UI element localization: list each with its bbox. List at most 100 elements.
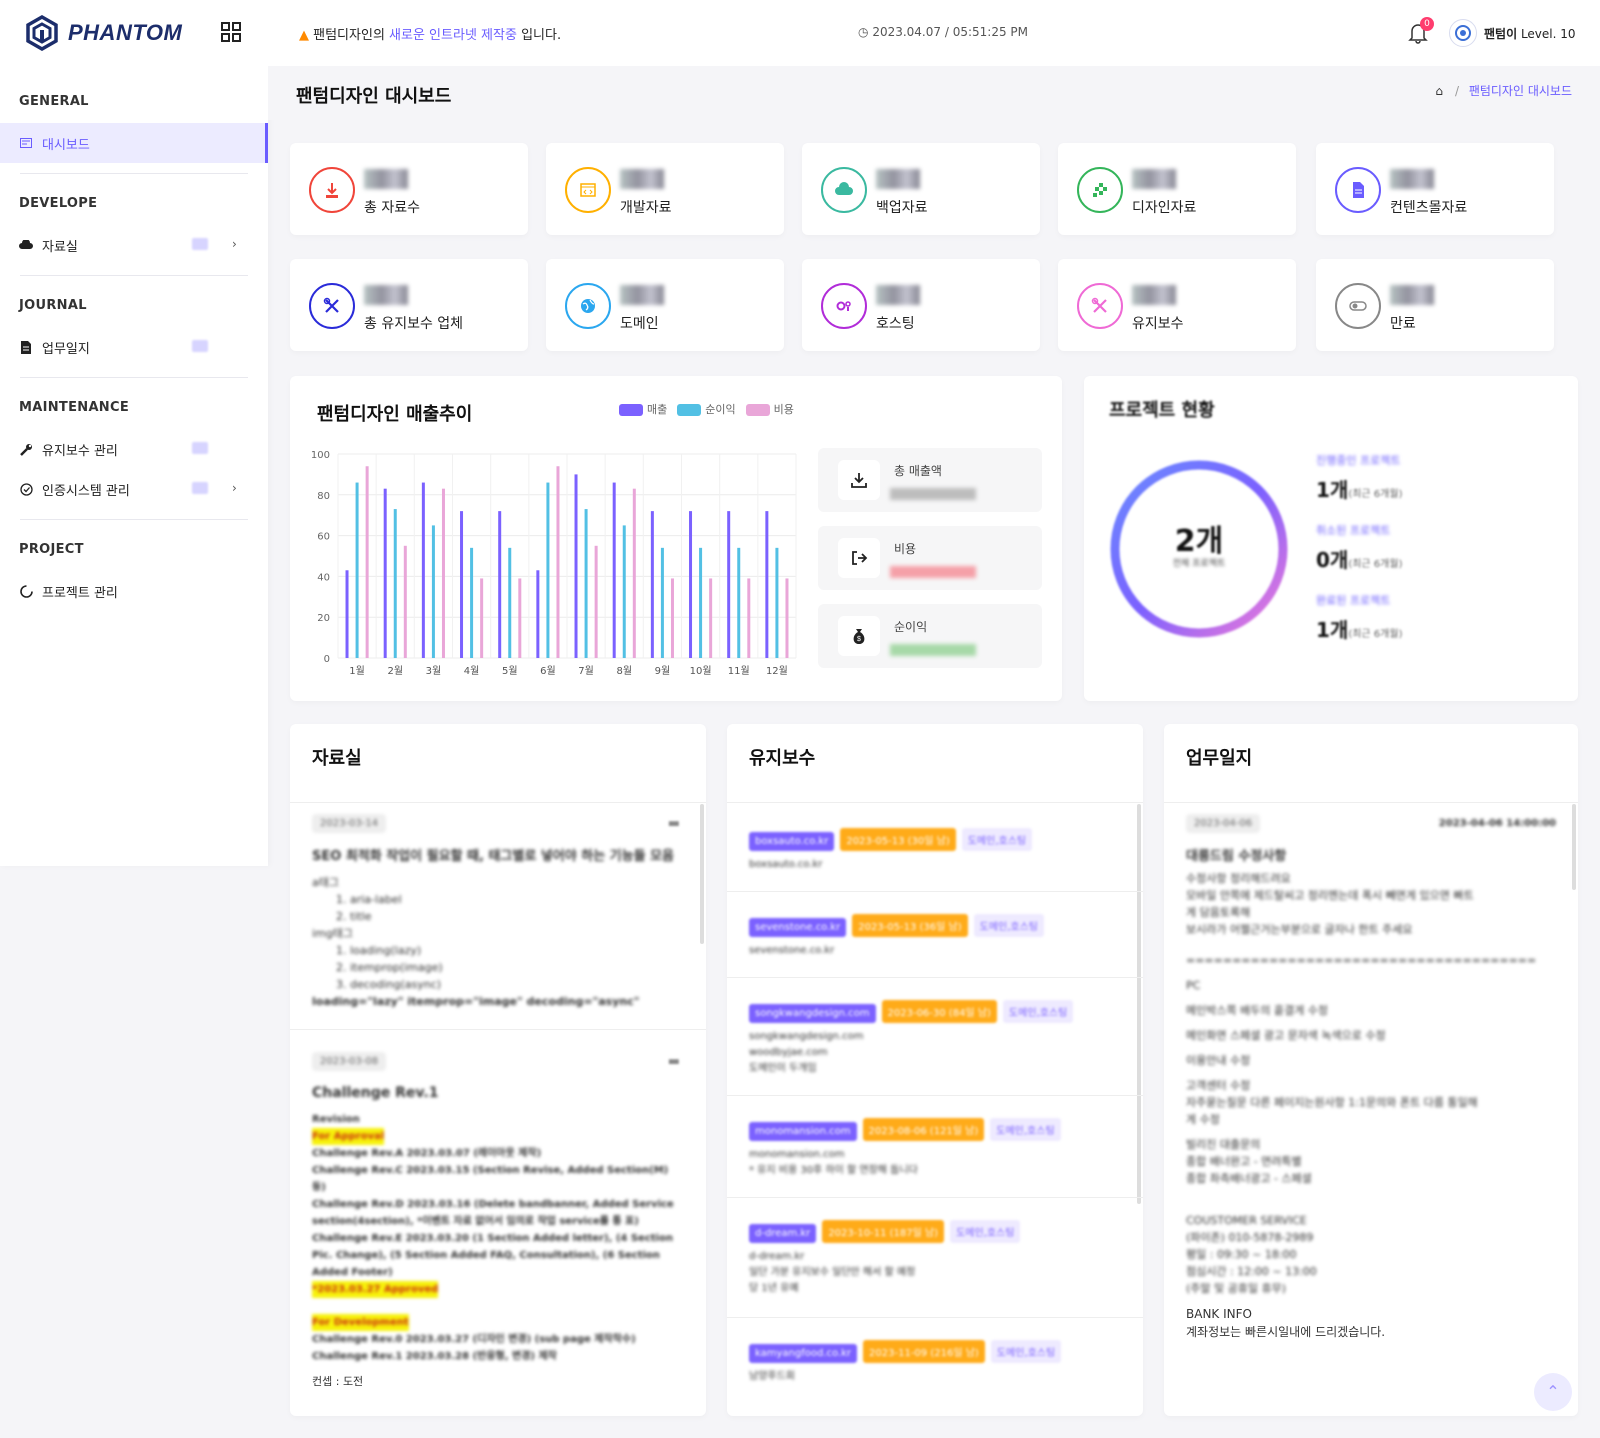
code-window-icon xyxy=(565,167,611,213)
bar-순이익 xyxy=(508,547,512,658)
nav-section-journal: JOURNAL 업무일지 xyxy=(0,276,268,378)
stat-card[interactable]: 개발자료 xyxy=(546,143,784,235)
summary-value-redacted xyxy=(890,488,976,500)
legend-swatch xyxy=(677,404,702,416)
post-line: 1. loading(lazy) xyxy=(336,944,422,957)
journal-line: ====================================== xyxy=(1186,954,1537,967)
y-tick-label: 100 xyxy=(311,450,330,461)
logo[interactable]: PHANTOM xyxy=(0,0,268,66)
brand-name: PHANTOM xyxy=(68,20,183,45)
summary-value-redacted xyxy=(890,644,976,656)
domain-chip[interactable]: kamyangfood.co.kr xyxy=(749,1344,858,1363)
breadcrumb: ⌂ / 팬텀디자인 대시보드 xyxy=(1435,84,1572,98)
expiry-chip: 2023-05-13 (36일 남) xyxy=(852,914,968,937)
sidebar-item-auth-system[interactable]: 인증시스템 관리 › xyxy=(0,469,268,509)
trash-icon[interactable]: ▬ xyxy=(667,1054,680,1069)
stat-value-redacted xyxy=(364,169,408,189)
post-line: For Approval xyxy=(312,1128,385,1145)
notice-banner: ▲ 팬텀디자인의 새로운 인트라넷 제작중 입니다. xyxy=(299,24,561,43)
library-post[interactable]: 2023-03-08 ▬ Challenge Rev.1 Revision For… xyxy=(312,1052,684,1389)
domain-chip[interactable]: sevenstone.co.kr xyxy=(749,918,847,937)
bar-매출 xyxy=(727,511,731,658)
domain-chip[interactable]: songkwangdesign.com xyxy=(749,1004,876,1023)
grid-menu-icon[interactable] xyxy=(221,22,241,42)
tools-icon xyxy=(309,283,355,329)
stat-card[interactable]: 도메인 xyxy=(546,259,784,351)
type-chip: 도메인,호스팅 xyxy=(973,914,1045,937)
x-tick-label: 4월 xyxy=(464,665,480,677)
sidebar-item-maintenance[interactable]: 유지보수 관리 xyxy=(0,429,268,469)
project-panel: 프로젝트 현황 2개 전체 프로젝트 진행중인 프로젝트 1개(최근 6개월) … xyxy=(1084,376,1578,701)
stat-card[interactable]: 총 자료수 xyxy=(290,143,528,235)
sidebar-item-label: 유지보수 관리 xyxy=(42,443,118,459)
expiry-chip: 2023-05-13 (30일 남) xyxy=(840,828,956,851)
sidebar-item-journal[interactable]: 업무일지 xyxy=(0,327,268,367)
chevron-right-icon[interactable]: › xyxy=(232,237,237,251)
journal-line: 종합 좌측배너광고 - 스페셜 xyxy=(1186,1172,1312,1185)
library-title: 자료실 xyxy=(312,748,362,769)
breadcrumb-current[interactable]: 팬텀디자인 대시보드 xyxy=(1468,84,1572,98)
maintenance-row[interactable]: monomansion.com 2023-08-06 (121일 남) 도메인,호스… xyxy=(727,1096,1143,1198)
maintenance-row[interactable]: boxsauto.co.kr 2023-05-13 (30일 남) 도메인,호스팅 b… xyxy=(727,806,1143,892)
domain-chip[interactable]: monomansion.com xyxy=(749,1122,857,1141)
scrollbar[interactable] xyxy=(700,804,704,944)
bar-순이익 xyxy=(470,547,474,658)
library-post[interactable]: 2023-03-14 ▬ SEO 최적화 작업이 필요할 때, 태그별로 넣어야… xyxy=(312,814,684,1010)
stat-value-redacted xyxy=(1390,169,1434,189)
bar-비용 xyxy=(709,578,713,658)
maintenance-title: 유지보수 xyxy=(749,748,816,769)
x-tick-label: 10월 xyxy=(690,665,712,677)
bar-매출 xyxy=(765,511,769,658)
maintenance-note: d-dream.kr xyxy=(749,1251,805,1262)
legend-item[interactable]: 비용 xyxy=(745,401,794,417)
journal-post[interactable]: 2023-04-06 2023-04-06 14:00:00 대릉드림 수정사항… xyxy=(1186,814,1556,1340)
chevron-right-icon[interactable]: › xyxy=(232,481,237,495)
maintenance-row[interactable]: kamyangfood.co.kr 2023-11-09 (216일 남) 도메인,… xyxy=(727,1318,1143,1416)
domain-chip[interactable]: boxsauto.co.kr xyxy=(749,832,835,851)
avatar[interactable] xyxy=(1449,19,1477,47)
bar-비용 xyxy=(632,488,636,658)
svg-text:$: $ xyxy=(857,636,861,643)
stat-value-redacted xyxy=(620,169,664,189)
journal-line: 평일 : 09:30 ~ 18:00 xyxy=(1186,1248,1297,1261)
maintenance-row[interactable]: d-dream.kr 2023-10-11 (187일 남) 도메인,호스팅 d-dr… xyxy=(727,1198,1143,1318)
project-stat-label: 완료된 프로젝트 xyxy=(1316,594,1391,607)
sidebar-item-dashboard[interactable]: 대시보드 xyxy=(0,123,268,163)
bar-매출 xyxy=(345,570,349,658)
stat-card[interactable]: 호스팅 xyxy=(802,259,1040,351)
user-info[interactable]: 팬텀이 Level. 10 xyxy=(1484,25,1576,42)
stat-card[interactable]: 컨텐츠몰자료 xyxy=(1316,143,1554,235)
post-line: *2023.03.27 Approved xyxy=(312,1281,439,1298)
nav-divider xyxy=(20,173,248,174)
stat-card[interactable]: 유지보수 xyxy=(1058,259,1296,351)
home-icon[interactable]: ⌂ xyxy=(1435,84,1443,98)
sidebar-item-label: 자료실 xyxy=(42,239,78,255)
scrollbar[interactable] xyxy=(1137,804,1141,1204)
sidebar-item-library[interactable]: 자료실 › xyxy=(0,225,268,265)
y-tick-label: 0 xyxy=(324,654,330,665)
stat-card[interactable]: 디자인자료 xyxy=(1058,143,1296,235)
type-chip: 도메인,호스팅 xyxy=(961,828,1033,851)
nav-divider xyxy=(20,275,248,276)
legend-item[interactable]: 순이익 xyxy=(677,401,736,417)
domain-chip[interactable]: d-dream.kr xyxy=(749,1224,817,1243)
page-title: 팬텀디자인 대시보드 xyxy=(296,86,452,107)
stat-card[interactable]: 만료 xyxy=(1316,259,1554,351)
post-datetime: 2023-04-06 14:00:00 xyxy=(1438,818,1556,829)
journal-line: 이용안내 수정 xyxy=(1186,1054,1251,1067)
sidebar-item-project[interactable]: 프로젝트 관리 xyxy=(0,571,268,611)
scroll-to-top-button[interactable]: ⌃ xyxy=(1534,1373,1572,1411)
trash-icon[interactable]: ▬ xyxy=(667,816,680,831)
stat-card[interactable]: 백업자료 xyxy=(802,143,1040,235)
maintenance-row[interactable]: songkwangdesign.com 2023-06-30 (84일 남) 도메인… xyxy=(727,978,1143,1096)
notice-prefix: 팬텀디자인의 xyxy=(313,28,385,43)
stat-card[interactable]: 총 유지보수 업체 xyxy=(290,259,528,351)
donut-ring xyxy=(1110,460,1288,638)
scrollbar[interactable] xyxy=(1572,804,1576,890)
maintenance-row[interactable]: sevenstone.co.kr 2023-05-13 (36일 남) 도메인,호스… xyxy=(727,892,1143,978)
legend-item[interactable]: 매출 xyxy=(619,401,667,417)
bank-title: BANK INFO xyxy=(1186,1307,1252,1321)
sidebar-item-label: 프로젝트 관리 xyxy=(42,585,118,601)
post-line: 3. decoding(async) xyxy=(336,978,442,991)
check-circle-icon xyxy=(19,482,33,496)
